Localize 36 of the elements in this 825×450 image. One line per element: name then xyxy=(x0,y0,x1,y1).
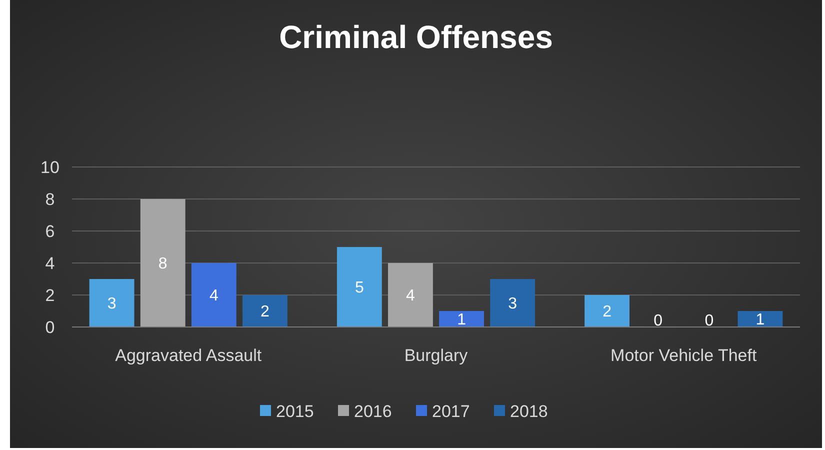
data-label: 2 xyxy=(260,304,270,321)
y-tick-label: 4 xyxy=(45,254,55,273)
x-tick-label: Burglary xyxy=(404,346,468,365)
y-tick-label: 8 xyxy=(45,190,55,209)
data-label: 1 xyxy=(457,312,466,329)
legend-label: 2015 xyxy=(276,402,314,421)
legend-label: 2018 xyxy=(510,402,548,421)
y-tick-label: 2 xyxy=(45,286,55,305)
bar xyxy=(439,311,484,327)
y-tick-label: 10 xyxy=(40,158,60,177)
data-label: 4 xyxy=(406,288,416,305)
bar xyxy=(242,295,288,327)
data-label: 5 xyxy=(354,280,364,297)
bar xyxy=(490,279,536,327)
legend-label: 2016 xyxy=(354,402,392,421)
x-tick-label: Aggravated Assault xyxy=(115,346,262,365)
data-label: 8 xyxy=(158,256,168,273)
bar xyxy=(738,311,783,327)
data-label: 0 xyxy=(654,312,663,330)
bar xyxy=(89,279,134,327)
data-label: 3 xyxy=(508,296,518,313)
legend-label: 2017 xyxy=(432,402,470,421)
data-label: 0 xyxy=(704,312,714,330)
data-label: 4 xyxy=(209,288,218,305)
bar xyxy=(584,295,630,327)
y-tick-label: 0 xyxy=(45,318,55,337)
y-tick-label: 6 xyxy=(45,222,55,241)
bar xyxy=(191,263,236,327)
data-label: 2 xyxy=(602,304,612,321)
bar xyxy=(388,263,433,327)
data-label: 1 xyxy=(756,312,765,329)
data-label: 3 xyxy=(107,296,116,313)
chart-title: Criminal Offenses xyxy=(279,19,553,55)
bar xyxy=(140,199,186,327)
x-tick-label: Motor Vehicle Theft xyxy=(610,346,757,365)
bar xyxy=(336,247,382,327)
